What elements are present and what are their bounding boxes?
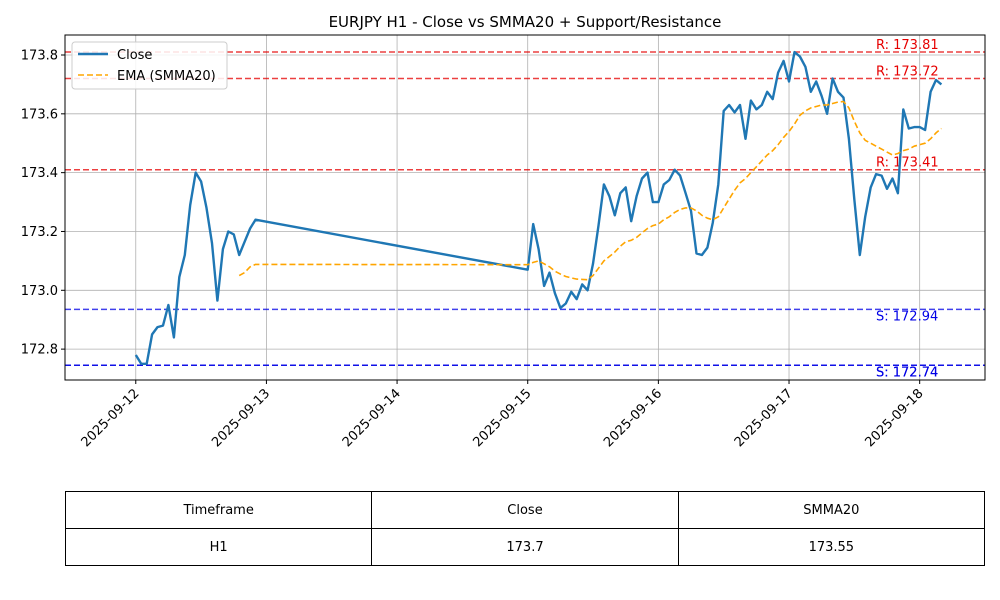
y-tick-label: 173.8 — [21, 49, 58, 64]
summary-table: Timeframe Close SMMA20 H1 173.7 173.55 — [64, 491, 986, 566]
y-tick-label: 173.4 — [21, 166, 58, 181]
table-cell-close: 173.7 — [371, 528, 679, 566]
resistance-label: R: 173.41 — [876, 156, 939, 171]
x-tick-label: 2025-09-17 — [732, 386, 796, 450]
table-row: H1 173.7 173.55 — [64, 528, 986, 566]
plot-frame — [64, 34, 986, 381]
table-header-cell: SMMA20 — [677, 491, 986, 529]
table-header-row: Timeframe Close SMMA20 — [64, 491, 986, 529]
series-lines — [134, 50, 943, 365]
x-tick-label: 2025-09-15 — [471, 386, 535, 450]
grid — [65, 35, 985, 380]
resistance-label: R: 173.72 — [876, 65, 939, 80]
y-tick-label: 173.6 — [21, 107, 58, 122]
x-axis: 2025-09-12 2025-09-13 2025-09-14 2025-09-15… — [79, 380, 927, 450]
legend-label-smma: EMA (SMMA20) — [117, 69, 216, 84]
table-header-cell: Timeframe — [64, 491, 373, 529]
chart: EURJPY H1 - Close vs SMMA20 + Support/Re… — [21, 13, 986, 450]
table-cell-smma20: 173.55 — [677, 528, 986, 566]
y-tick-label: 172.8 — [21, 343, 58, 358]
x-tick-label: 2025-09-16 — [601, 386, 665, 450]
legend: Close EMA (SMMA20) — [71, 41, 228, 90]
x-tick-label: 2025-09-13 — [209, 386, 273, 450]
support-label: S: 172.74 — [876, 365, 938, 380]
x-tick-label: 2025-09-18 — [862, 386, 926, 450]
y-tick-label: 173.0 — [21, 284, 58, 299]
x-tick-label: 2025-09-14 — [340, 386, 404, 450]
chart-title: EURJPY H1 - Close vs SMMA20 + Support/Re… — [329, 13, 722, 31]
table-cell-timeframe: H1 — [64, 528, 373, 566]
smma20-line — [238, 100, 942, 281]
x-tick-label: 2025-09-12 — [79, 386, 143, 450]
legend-box — [71, 41, 228, 90]
table-header-cell: Close — [371, 491, 679, 529]
support-label: S: 172.94 — [876, 309, 938, 324]
resistance-label: R: 173.81 — [876, 38, 939, 53]
y-axis: 172.8 173.0 173.2 173.4 173.6 173.8 — [21, 49, 65, 358]
y-tick-label: 173.2 — [21, 225, 58, 240]
legend-label-close: Close — [117, 48, 152, 63]
support-label: S: 172.74 — [876, 365, 938, 380]
close-price-line — [134, 50, 943, 365]
